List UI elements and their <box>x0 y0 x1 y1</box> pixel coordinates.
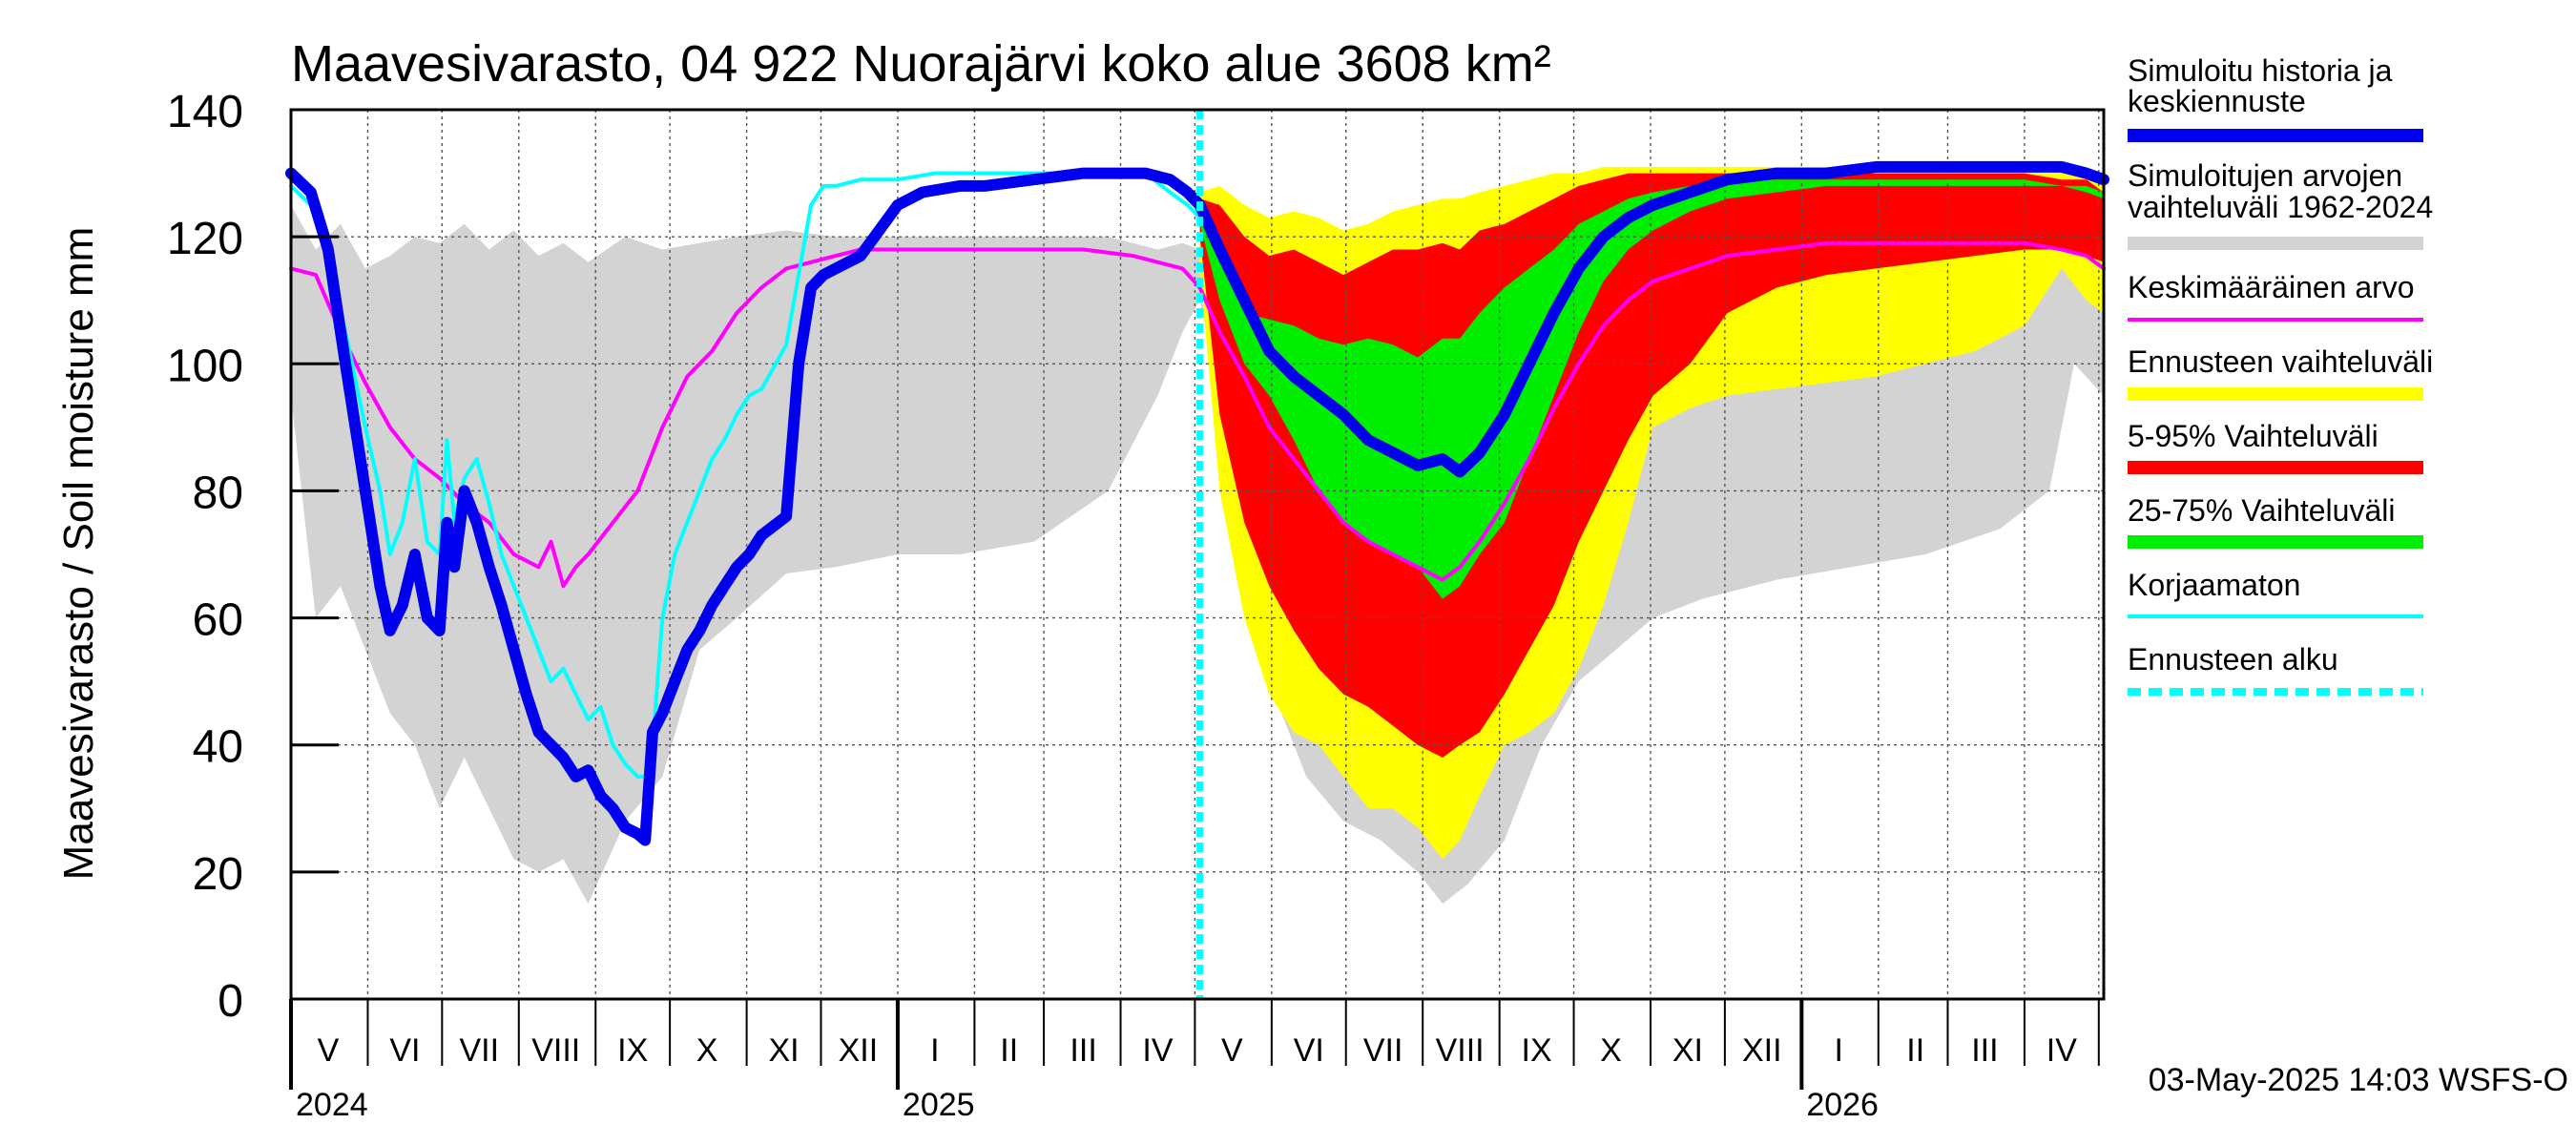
line-layer <box>285 110 2109 999</box>
x-month-label-8: I <box>930 1032 939 1069</box>
x-month-label-2: VII <box>459 1032 499 1069</box>
x-month-label-16: IX <box>1522 1032 1552 1069</box>
timestamp: 03-May-2025 14:03 WSFS-O <box>2149 1062 2568 1098</box>
y-axis-label: Maavesivarasto / Soil moisture mm <box>55 227 102 881</box>
x-year-label-2025: 2025 <box>903 1087 975 1123</box>
x-month-label-7: XII <box>839 1032 879 1069</box>
line-simuloitu-historia-ja-keskiennuste <box>285 160 2109 846</box>
legend-label-simuloitujen-arvojen-vaihteluv-li-1962-2024: Simuloitujen arvojen vaihteluväli 1962-20… <box>2128 158 2433 224</box>
y-tick-label-0: 0 <box>218 976 243 1027</box>
legend-label-25-75-vaihteluv-li: 25-75% Vaihteluväli <box>2128 493 2395 528</box>
legend-label-keskim-r-inen-arvo: Keskimääräinen arvo <box>2128 270 2415 304</box>
y-tick-label-140: 140 <box>167 87 243 137</box>
x-month-label-22: III <box>1971 1032 1998 1069</box>
y-tick-label-80: 80 <box>193 468 243 518</box>
x-month-label-9: II <box>1000 1032 1018 1069</box>
x-month-label-4: IX <box>617 1032 648 1069</box>
chart-title: Maavesivarasto, 04 922 Nuorajärvi koko a… <box>291 35 1551 93</box>
y-tick-label-40: 40 <box>193 722 243 773</box>
legend-label-korjaamaton: Korjaamaton <box>2128 568 2300 602</box>
x-month-label-11: IV <box>1142 1032 1173 1069</box>
x-month-label-12: V <box>1221 1032 1243 1069</box>
x-month-label-10: III <box>1070 1032 1096 1069</box>
legend-label-ennusteen-alku: Ennusteen alku <box>2128 642 2338 677</box>
line-korjaamaton <box>289 171 1202 779</box>
x-year-label-2024: 2024 <box>296 1087 368 1123</box>
line-keskim-r-inen-arvo <box>289 240 2106 589</box>
x-month-label-13: VI <box>1294 1032 1324 1069</box>
band-5-95-vaihteluv-li <box>1199 173 2104 759</box>
plot-frame <box>289 108 2106 1001</box>
x-month-label-19: XII <box>1742 1032 1782 1069</box>
legend-label-simuloitu-historia-ja-keskiennuste: Simuloitu historia ja keskiennuste <box>2128 53 2393 118</box>
legend-label-ennusteen-vaihteluv-li: Ennusteen vaihteluväli <box>2128 344 2433 379</box>
y-tick-label-60: 60 <box>193 595 243 646</box>
x-month-label-0: V <box>318 1032 340 1069</box>
x-month-label-15: VIII <box>1436 1032 1485 1069</box>
legend-label-5-95-vaihteluv-li: 5-95% Vaihteluväli <box>2128 419 2379 453</box>
y-tick-label-20: 20 <box>193 849 243 900</box>
legend: Simuloitu historia ja keskiennuste Simuloi… <box>2128 53 2433 696</box>
y-tick-label-100: 100 <box>167 341 243 391</box>
x-month-label-20: I <box>1835 1032 1843 1069</box>
x-month-label-17: X <box>1600 1032 1622 1069</box>
x-month-label-1: VI <box>389 1032 420 1069</box>
x-month-label-23: IV <box>2046 1032 2077 1069</box>
x-month-label-6: XI <box>768 1032 799 1069</box>
grid-layer <box>290 110 2104 999</box>
x-month-label-3: VIII <box>531 1032 580 1069</box>
band-25-75-vaihteluv-li <box>1199 179 2104 599</box>
x-month-label-5: X <box>696 1032 718 1069</box>
x-month-label-18: XI <box>1672 1032 1703 1069</box>
x-year-label-2026: 2026 <box>1806 1087 1879 1123</box>
y-tick-label-120: 120 <box>167 214 243 264</box>
x-month-label-14: VII <box>1363 1032 1403 1069</box>
x-month-label-21: II <box>1906 1032 1924 1069</box>
